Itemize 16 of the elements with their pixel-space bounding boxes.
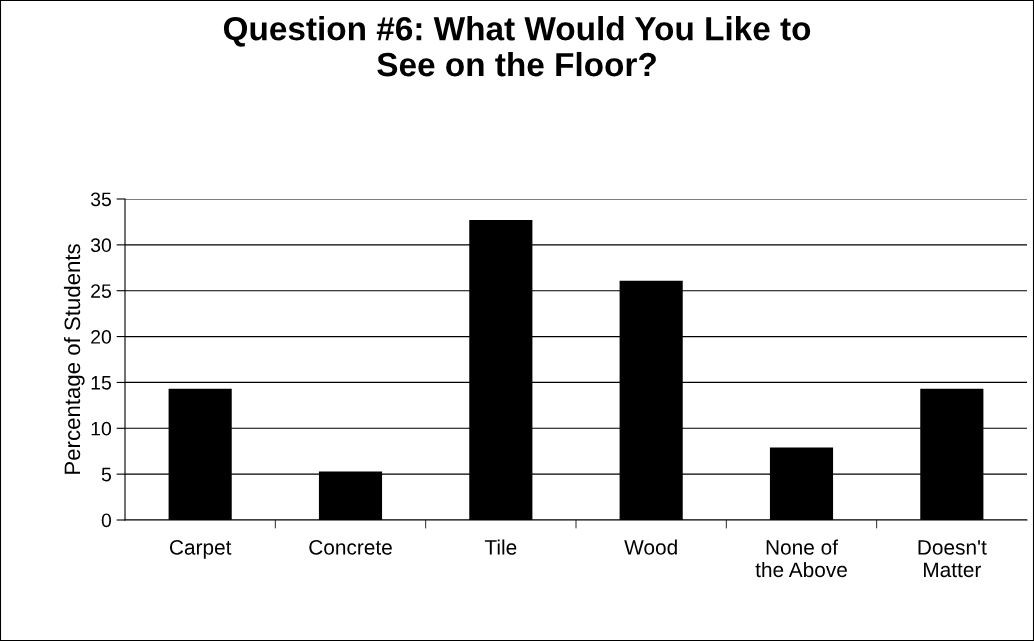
y-tick-label: 25 bbox=[91, 284, 111, 298]
x-tick-label: Wood bbox=[624, 539, 677, 555]
y-tick-label: 30 bbox=[90, 238, 112, 253]
x-tick-label: Carpet bbox=[169, 539, 232, 559]
y-tick-label: 10 bbox=[91, 421, 112, 436]
y-tick-label: 35 bbox=[90, 192, 111, 207]
x-tick-label: None of the Above bbox=[755, 539, 847, 578]
x-tick-label: Concrete bbox=[309, 539, 392, 555]
x-tick-label: Doesn't Matter bbox=[918, 540, 987, 578]
y-tick-label: 15 bbox=[91, 376, 111, 390]
y-axis-title: Percentage of Students bbox=[63, 244, 85, 474]
chart-title: Question #6: What Would You Like to See on the Floor? bbox=[223, 16, 811, 77]
y-tick-label: 0 bbox=[101, 513, 112, 528]
y-tick-label: 5 bbox=[101, 467, 111, 482]
y-tick-label: 20 bbox=[91, 330, 112, 344]
x-tick-label: Tile bbox=[484, 539, 517, 555]
